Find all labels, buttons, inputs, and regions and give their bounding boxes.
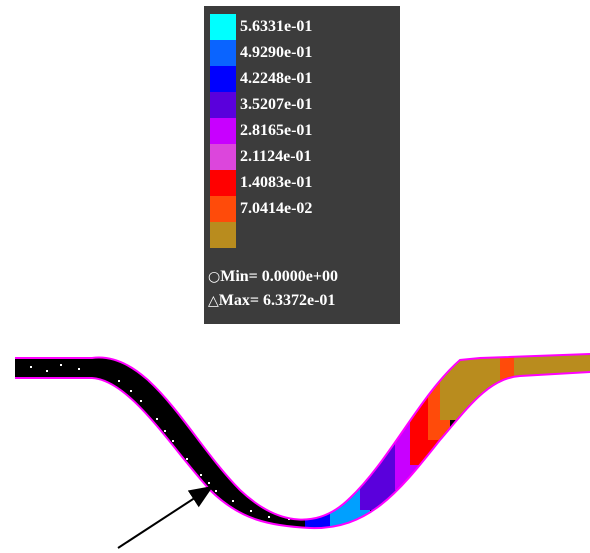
legend-label: 1.4083e-01 [240,174,313,191]
legend-label: 7.0414e-02 [240,200,313,217]
legend-max: △Max= 6.3372e-01 [208,292,335,310]
color-legend: 5.6331e-01 4.9290e-01 4.2248e-01 3.5207e… [204,6,400,324]
legend-swatch [210,14,236,40]
part-outline [15,353,590,530]
legend-entry: 2.8165e-01 [210,118,396,144]
legend-entry: 4.9290e-01 [210,40,396,66]
legend-entry: 7.0414e-02 [210,196,396,222]
legend-swatch [210,170,236,196]
legend-swatch [210,40,236,66]
legend-label: 2.8165e-01 [240,122,313,139]
legend-label: 2.1124e-01 [240,148,312,165]
pointer-arrow [117,485,214,549]
contour-region-gold [440,354,590,420]
legend-swatch [210,222,236,248]
legend-swatch [210,66,236,92]
triangle-icon: △ [208,293,219,309]
contour-region-gold-orange [500,354,514,380]
circle-icon: ○ [208,269,221,285]
max-value: Max= 6.3372e-01 [218,292,336,309]
legend-swatch [210,144,236,170]
legend-entry: 2.1124e-01 [210,144,396,170]
mesh-speckles [30,364,302,520]
legend-label: 4.9290e-01 [240,44,313,61]
legend-label: 3.5207e-01 [240,96,313,113]
legend-swatch [210,92,236,118]
legend-label: 4.2248e-01 [240,70,313,87]
legend-label: 5.6331e-01 [240,18,313,35]
min-value: Min= 0.0000e+00 [220,268,338,285]
legend-entry: 4.2248e-01 [210,66,396,92]
legend-entry [210,222,396,248]
legend-swatch [210,118,236,144]
legend-entry: 3.5207e-01 [210,92,396,118]
legend-entry: 1.4083e-01 [210,170,396,196]
legend-entry: 5.6331e-01 [210,14,396,40]
legend-swatch [210,196,236,222]
legend-min: ○Min= 0.0000e+00 [208,268,338,286]
